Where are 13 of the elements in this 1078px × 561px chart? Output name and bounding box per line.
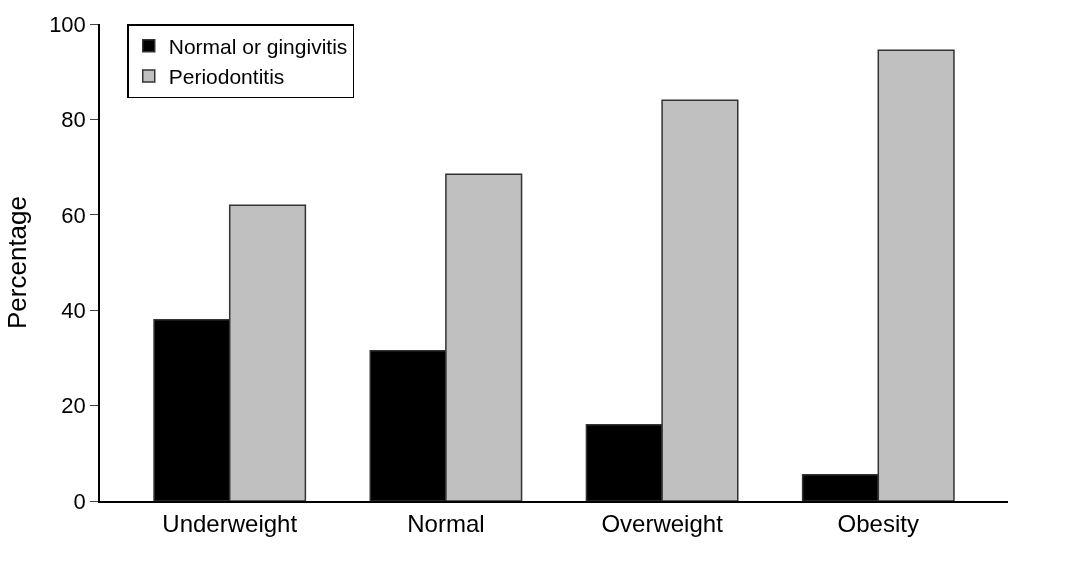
y-tick-label: 20	[61, 393, 86, 419]
y-tick-label: 100	[49, 11, 86, 37]
y-tick-label: 80	[61, 107, 86, 133]
y-tick-label: 60	[61, 202, 86, 228]
x-tick-label: Normal	[407, 509, 485, 537]
x-tick-label: Overweight	[601, 509, 724, 537]
y-tick-label: 0	[73, 488, 86, 514]
legend-label: Normal or gingivitis	[168, 34, 348, 58]
y-axis-title: Percentage	[2, 196, 33, 329]
y-tick-label: 40	[61, 297, 86, 323]
x-tick-label: Underweight	[162, 509, 298, 537]
x-tick-label: Obesity	[837, 509, 919, 537]
legend-label: Periodontitis	[168, 65, 285, 89]
